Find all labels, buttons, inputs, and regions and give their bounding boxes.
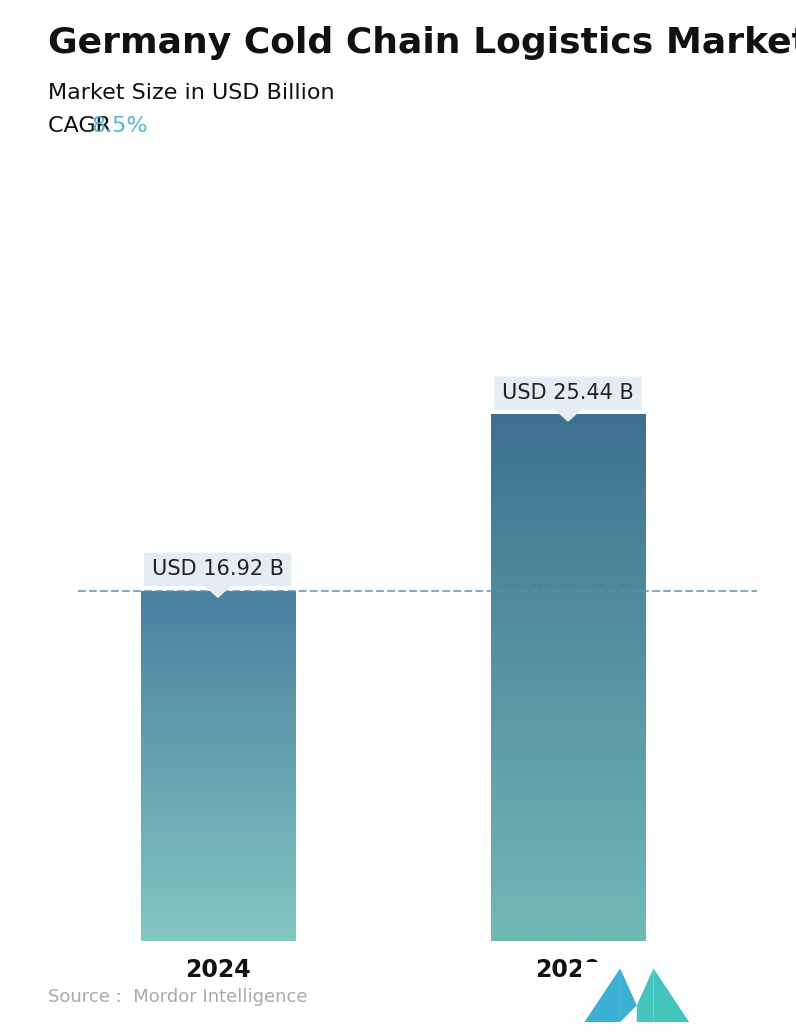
Polygon shape [620,968,637,1022]
Polygon shape [637,968,654,1022]
FancyBboxPatch shape [144,552,291,586]
Text: Germany Cold Chain Logistics Market: Germany Cold Chain Logistics Market [48,26,796,60]
Text: 8.5%: 8.5% [92,116,148,135]
Polygon shape [584,968,620,1022]
Text: USD 16.92 B: USD 16.92 B [152,559,284,579]
Text: Source :  Mordor Intelligence: Source : Mordor Intelligence [48,989,307,1006]
Text: CAGR: CAGR [48,116,118,135]
Polygon shape [654,968,689,1022]
Text: Market Size in USD Billion: Market Size in USD Billion [48,83,334,102]
Polygon shape [205,586,230,598]
Text: USD 25.44 B: USD 25.44 B [502,384,634,403]
FancyBboxPatch shape [494,376,642,409]
Polygon shape [556,409,580,421]
